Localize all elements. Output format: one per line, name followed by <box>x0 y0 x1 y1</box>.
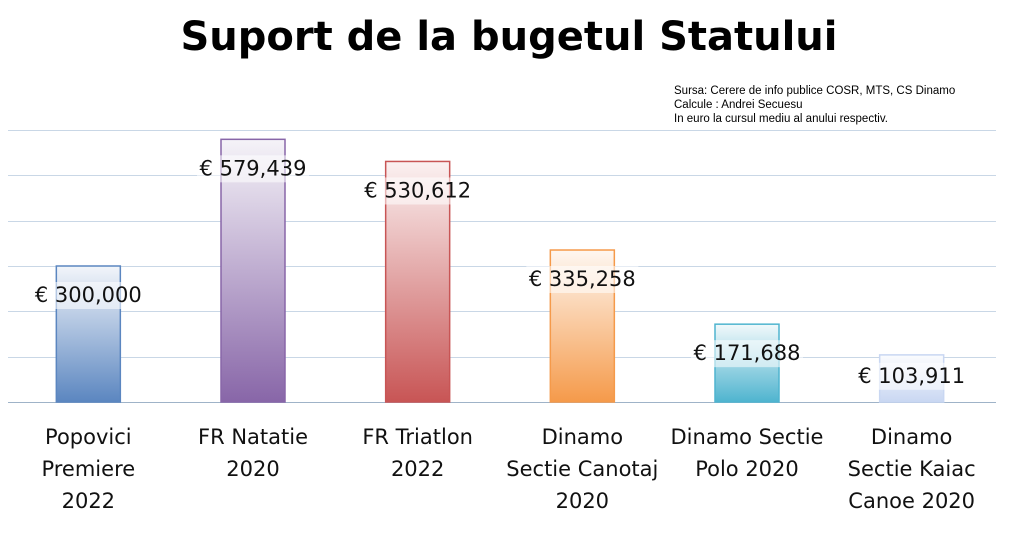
value-label: € 335,258 <box>529 267 636 291</box>
value-label: € 300,000 <box>35 283 142 307</box>
value-label-background <box>361 177 474 205</box>
category-label: Canoe 2020 <box>848 489 975 513</box>
category-label: Premiere <box>41 457 135 481</box>
category-label: Dinamo <box>542 425 624 449</box>
category-label: 2020 <box>556 489 609 513</box>
value-label: € 103,911 <box>858 364 965 388</box>
currency-note: In euro la cursul mediu al anului respec… <box>674 113 888 125</box>
category-label: 2020 <box>226 457 279 481</box>
value-label-background <box>32 282 145 309</box>
category-label: Dinamo <box>871 425 953 449</box>
category-label: 2022 <box>62 489 115 513</box>
category-label: Sectie Canotaj <box>506 457 658 481</box>
category-label: FR Triatlon <box>362 425 473 449</box>
category-label: Polo 2020 <box>695 457 799 481</box>
source-note: Sursa: Cerere de info publice COSR, MTS,… <box>674 85 955 97</box>
chart-title: Suport de la bugetul Statului <box>180 14 837 60</box>
value-label-background <box>691 340 803 368</box>
category-label: 2022 <box>391 457 444 481</box>
value-labels: € 300,000 € 579,439 € 530,612 € 335,258 € 17… <box>32 155 968 390</box>
category-labels: Popovici Premiere 2022 FR Natatie 2020 FR Tri… <box>41 425 975 513</box>
value-label-background <box>197 155 309 183</box>
category-label: Sectie Kaiac <box>848 457 976 481</box>
category-label: Dinamo Sectie <box>671 425 824 449</box>
bars <box>55 138 945 403</box>
gridlines <box>8 130 996 403</box>
value-label: € 530,612 <box>364 178 471 202</box>
value-label: € 171,688 <box>694 341 801 365</box>
category-label: Popovici <box>45 425 132 449</box>
bar <box>220 138 286 403</box>
value-label-background <box>855 362 968 390</box>
calc-note: Calcule : Andrei Secuesu <box>674 99 803 111</box>
category-label: FR Natatie <box>198 425 308 449</box>
value-label: € 579,439 <box>200 156 307 180</box>
value-label-background <box>526 266 639 294</box>
